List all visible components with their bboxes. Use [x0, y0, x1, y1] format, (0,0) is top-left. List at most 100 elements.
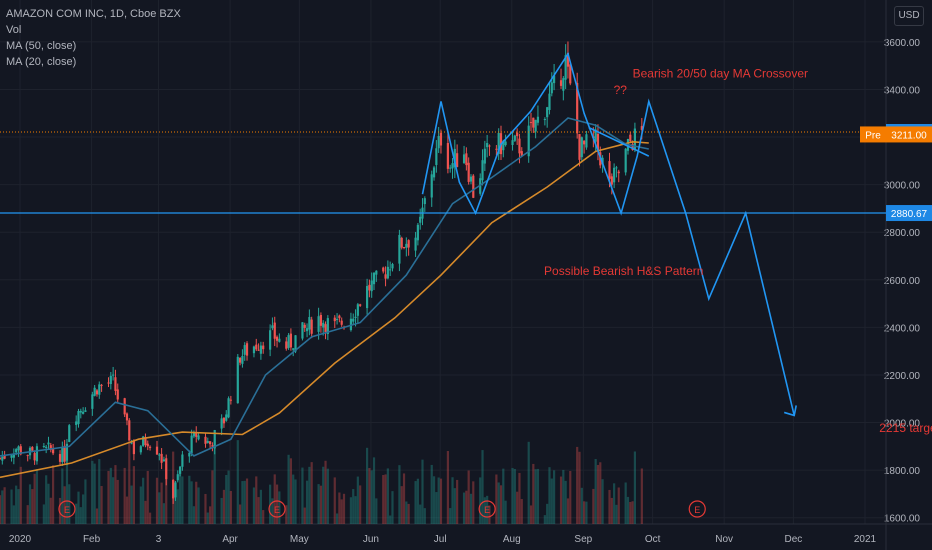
volume-bar [608, 489, 611, 524]
volume-bar [75, 503, 78, 524]
candle-body [100, 384, 103, 386]
candle-body [583, 140, 586, 145]
volume-indicator-label[interactable]: Vol [6, 24, 22, 36]
candle-body [596, 133, 600, 150]
candle-body [243, 345, 246, 355]
candle-body [640, 126, 643, 130]
volume-bar [285, 505, 288, 524]
volume-bar [257, 497, 260, 524]
volume-bar [192, 506, 196, 524]
candle-body [569, 64, 572, 84]
volume-bar [3, 487, 6, 524]
ma50-indicator-label[interactable]: MA (50, close) [6, 40, 77, 52]
volume-bar [352, 489, 355, 524]
candle-body [566, 52, 570, 67]
candle-body [446, 143, 449, 169]
volume-bar [319, 485, 323, 524]
candle-body [45, 446, 48, 448]
candle-body [144, 437, 147, 445]
volume-bar [335, 513, 339, 524]
volume-bar [142, 477, 145, 524]
price-tag: 2880.67 [886, 205, 932, 222]
candle-body [49, 445, 52, 450]
volume-bar [1, 490, 4, 524]
candle-body [532, 117, 535, 128]
candle-body [465, 153, 468, 166]
volume-bar [340, 499, 343, 524]
candle-body [225, 414, 228, 421]
candle-body [162, 459, 166, 462]
candle-body [130, 442, 133, 444]
candle-body [148, 446, 152, 448]
candle-body [416, 224, 419, 241]
volume-bar [79, 507, 82, 524]
candle-body [52, 448, 55, 454]
y-tick-label: 2000.00 [884, 419, 921, 430]
y-tick-label: 2400.00 [884, 323, 921, 334]
y-tick-label: 2800.00 [884, 228, 921, 239]
volume-bar [631, 501, 634, 524]
candle-body [259, 345, 262, 354]
candle-body [354, 316, 357, 318]
candle-body [497, 132, 500, 154]
volume-bar [98, 459, 101, 524]
candle-body [585, 134, 588, 148]
volume-bar [546, 503, 549, 524]
candle-body [275, 336, 279, 341]
volume-bar [405, 501, 408, 524]
volume-bar [451, 477, 454, 524]
candle-body [423, 198, 426, 205]
candle-body [195, 433, 198, 437]
x-tick-label: Dec [785, 534, 803, 545]
candle-body [91, 394, 94, 409]
candle-body [287, 335, 290, 348]
candle-body [65, 443, 69, 461]
volume-bar [112, 477, 115, 524]
candle-body [576, 82, 579, 134]
candle-body [407, 240, 410, 248]
volume-bar [123, 467, 126, 524]
volume-bar [204, 493, 207, 524]
volume-bar [375, 498, 378, 524]
candle-body [488, 145, 491, 147]
volume-bar [317, 484, 320, 524]
candle-body [17, 446, 20, 451]
volume-bar [236, 440, 239, 524]
volume-bar [439, 478, 443, 524]
candle-body [142, 436, 145, 446]
annotation-text: Possible Bearish H&S Pattern [544, 264, 703, 278]
volume-bar [400, 486, 403, 524]
annotation-text: 2215 target [879, 421, 932, 435]
candle-body [33, 453, 36, 461]
volume-bar [497, 482, 500, 524]
volume-bar [326, 468, 329, 524]
volume-bar [449, 508, 452, 524]
volume-bar [165, 464, 168, 524]
hs-branch-drawing [588, 126, 650, 157]
currency-button[interactable]: USD [894, 6, 924, 26]
x-tick-label: Nov [715, 534, 733, 545]
volume-bar [289, 458, 293, 524]
candle-body [319, 314, 323, 326]
volume-bar [35, 469, 39, 524]
volume-bar [624, 482, 627, 524]
volume-bar [566, 498, 570, 524]
candle-body [139, 446, 142, 453]
volume-bar [132, 466, 136, 524]
volume-bar [559, 476, 563, 524]
volume-bar [172, 451, 175, 524]
candle-body [98, 384, 101, 395]
ma20-indicator-label[interactable]: MA (20, close) [6, 56, 77, 68]
candle-body [63, 445, 66, 462]
volume-bar [456, 479, 459, 524]
candle-body [451, 163, 454, 169]
y-tick-label: 3600.00 [884, 38, 921, 49]
candle-body [384, 274, 387, 279]
candle-body [483, 148, 486, 164]
x-tick-label: Sep [574, 534, 592, 545]
x-tick-label: Feb [83, 534, 101, 545]
volume-bar [495, 474, 498, 524]
candle-body [578, 134, 581, 160]
